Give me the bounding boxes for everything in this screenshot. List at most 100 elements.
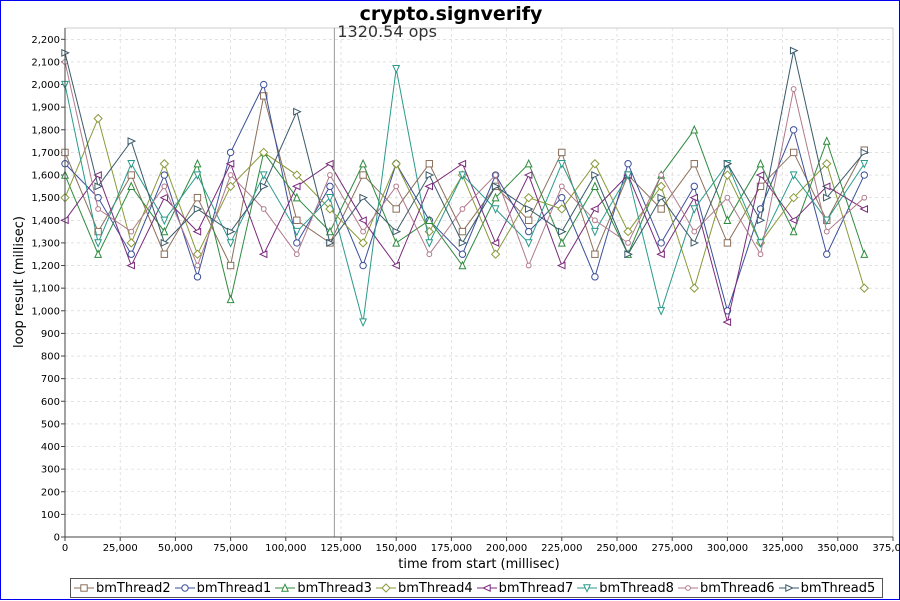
data-point (859, 283, 870, 293)
data-point (258, 250, 268, 259)
data-point (160, 216, 169, 226)
y-tick-label: 800 (41, 352, 60, 363)
y-tick-label: 500 (41, 419, 60, 430)
data-point (192, 249, 203, 259)
y-tick-label: 0 (54, 533, 60, 544)
y-tick-label: 1,400 (31, 216, 60, 227)
x-tick-label: 125,000 (320, 543, 361, 554)
data-point (556, 261, 566, 270)
y-tick-label: 400 (41, 442, 60, 453)
data-point (524, 204, 534, 213)
data-point (260, 206, 267, 212)
data-point (756, 216, 766, 225)
data-point (523, 192, 534, 203)
series-bmThread2 (61, 92, 868, 270)
x-tick-label: 25,000 (103, 543, 138, 554)
x-tick-label: 100,000 (265, 543, 306, 554)
legend: bmThread2 bmThread1 bmThread3 bmThread4 bmTh… (70, 578, 884, 598)
plot-area (64, 27, 894, 538)
data-point (724, 194, 731, 201)
data-point (524, 216, 533, 224)
data-point (491, 192, 500, 202)
data-point (657, 193, 667, 202)
data-point (260, 92, 268, 100)
data-point (557, 160, 566, 169)
y-tick-label: 1,800 (31, 125, 60, 136)
data-point (861, 194, 868, 201)
legend-item: bmThread1 (174, 581, 271, 596)
y-tick-label: 1,100 (31, 284, 60, 295)
data-point (860, 148, 870, 157)
data-point (458, 260, 467, 270)
data-point (160, 250, 169, 258)
data-point (592, 217, 598, 224)
data-point (359, 261, 367, 270)
data-point (788, 216, 798, 225)
data-point (691, 228, 698, 235)
data-point (457, 159, 467, 168)
y-tick-label: 600 (41, 397, 60, 408)
data-point (822, 216, 831, 226)
y-tick-label: 1,600 (31, 171, 60, 182)
data-point (226, 294, 235, 304)
data-point (590, 227, 599, 237)
data-point (392, 205, 400, 213)
data-point (860, 171, 868, 179)
data-point (525, 262, 532, 269)
x-axis-label: time from start (millisec) (398, 557, 559, 572)
data-point (756, 158, 765, 168)
data-point (425, 171, 435, 180)
data-point (393, 183, 400, 190)
data-point (126, 261, 135, 270)
data-point (293, 216, 301, 224)
data-point (558, 193, 566, 202)
data-point (193, 158, 202, 168)
data-point (557, 238, 566, 247)
series-bmThread5 (61, 46, 870, 259)
data-point (326, 238, 335, 247)
data-point (358, 216, 367, 225)
legend-marker-icon (476, 584, 497, 592)
data-point (293, 239, 301, 247)
data-point (558, 183, 565, 190)
chart-title: crypto.signverify (360, 3, 543, 25)
y-tick-label: 1,700 (31, 148, 60, 159)
legend-item: bmThread3 (275, 581, 372, 596)
data-point (757, 251, 764, 258)
legend-item: bmThread7 (476, 580, 574, 596)
data-point (557, 204, 567, 214)
data-point (94, 249, 103, 258)
data-point (94, 182, 104, 191)
legend-label: bmThread4 (397, 580, 473, 596)
data-point (425, 215, 434, 224)
data-point (590, 181, 599, 191)
data-point (723, 239, 732, 247)
data-point (823, 250, 831, 258)
data-point (591, 273, 599, 281)
data-point (524, 158, 533, 168)
x-tick-label: 325,000 (762, 543, 803, 554)
legend-label: bmThread8 (599, 580, 674, 596)
data-point (722, 170, 733, 180)
data-point (226, 227, 236, 236)
data-point (292, 170, 302, 180)
data-point (657, 239, 665, 247)
x-tick-label: 50,000 (158, 543, 193, 554)
data-point (193, 273, 202, 281)
data-point (292, 192, 301, 202)
data-point (690, 124, 699, 134)
series-bmThread4 (60, 113, 870, 293)
legend-item: bmThread2 (74, 581, 171, 596)
data-point (490, 238, 500, 247)
data-point (325, 159, 334, 168)
data-point (293, 251, 300, 258)
data-point (590, 159, 600, 169)
data-point (690, 238, 700, 247)
data-point (690, 160, 698, 168)
legend-label: bmThread7 (498, 580, 574, 596)
data-point (491, 182, 501, 191)
annotation-text: 1320.54 ops (337, 22, 437, 41)
data-point (160, 238, 170, 247)
